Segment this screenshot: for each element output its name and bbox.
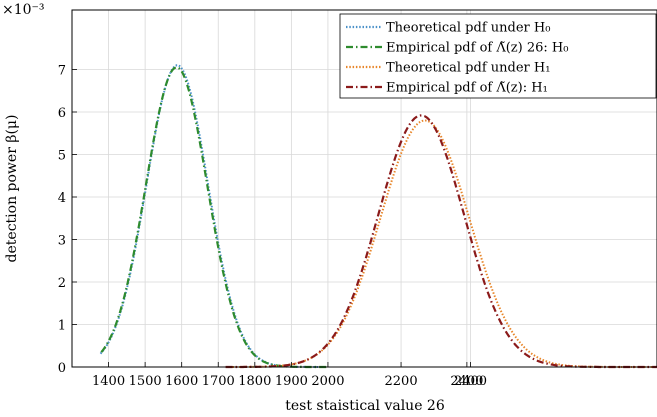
legend-entry: Empirical pdf of Λ̃(z): H₁ [386,81,548,96]
legend: Theoretical pdf under H₀ Empirical pdf of… [339,13,657,99]
legend-entry: Theoretical pdf under H₀ [386,21,550,36]
x-tick-label: 1800 [238,374,271,389]
legend-entry: Empirical pdf of Λ̃(z) 26: H₀ [386,41,568,56]
legend-entry: Theoretical pdf under H₁ [386,61,550,76]
y-axis-label: detection power β(μ) [4,115,20,263]
x-tick-label: 2400 [454,374,487,389]
x-tick-label: 2000 [311,374,344,389]
x-tick-label: 1400 [92,374,125,389]
y-exponent-label: ×10⁻³ [2,2,45,18]
y-tick-label: 6 [58,106,66,121]
x-tick-label: 1900 [275,374,308,389]
x-tick-label: 2200 [385,374,418,389]
y-tick-label: 0 [58,361,66,376]
legend-box [339,13,657,99]
y-tick-label: 4 [58,191,66,206]
y-tick-label: 7 [58,64,66,79]
y-tick-label: 5 [58,149,66,164]
x-tick-label: 1500 [129,374,162,389]
y-tick-label: 1 [58,319,66,334]
x-tick-label: 1700 [202,374,235,389]
plot-frame [71,9,657,368]
y-tick-label: 3 [58,234,66,249]
x-tick-label: 1600 [165,374,198,389]
y-tick-label: 2 [58,276,66,291]
x-tick-label: 2400 [450,374,483,389]
x-axis-label: test staistical value 26 [285,398,445,414]
ticks-group: 1400 1500 1600 1700 1800 1900 2000 2200 24002400… [58,64,487,390]
